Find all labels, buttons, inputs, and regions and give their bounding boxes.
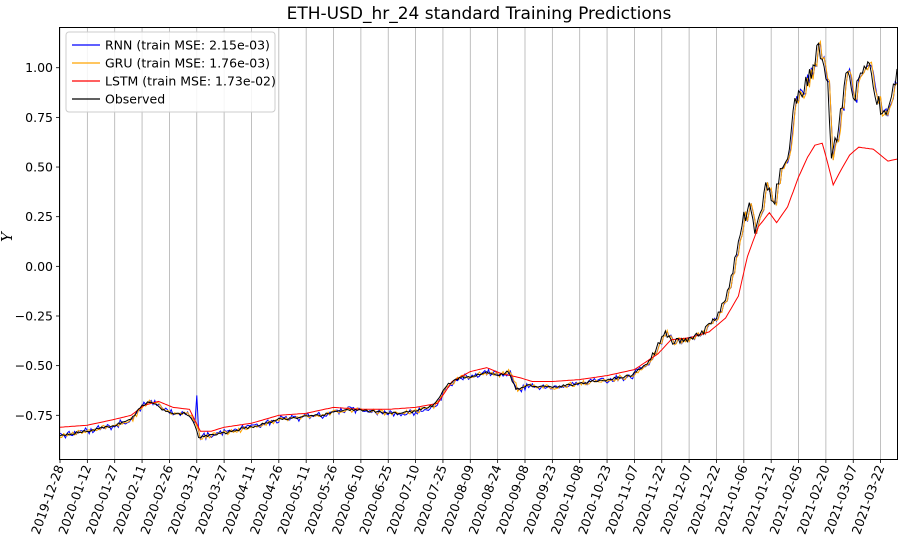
- legend-label: Observed: [105, 92, 165, 107]
- observed-line: [59, 42, 898, 439]
- y-tick-label: −0.50: [15, 358, 53, 373]
- y-tick-label: 0.50: [25, 160, 53, 175]
- plot-frame: [59, 27, 898, 460]
- x-axis: 2019-12-282020-01-122020-01-272020-02-11…: [28, 459, 887, 536]
- lstm-line: [59, 142, 898, 432]
- y-tick-label: 0.00: [25, 259, 53, 274]
- legend: RNN (train MSE: 2.15e-03) GRU (train MSE:…: [65, 31, 276, 113]
- y-tick-label: 0.75: [25, 110, 53, 125]
- legend-box: [65, 31, 276, 113]
- series-lines: [59, 39, 898, 441]
- legend-label: LSTM (train MSE: 1.73e-02): [105, 74, 276, 89]
- y-tick-label: −0.25: [15, 308, 53, 323]
- y-axis-label: Ŷ: [0, 230, 16, 242]
- y-axis: −0.75 −0.50 −0.25 0.00 0.25 0.50 0.75 1.00: [15, 60, 60, 423]
- legend-label: RNN (train MSE: 2.15e-03): [105, 38, 270, 53]
- legend-label: GRU (train MSE: 1.76e-03): [105, 56, 270, 71]
- y-tick-label: 0.25: [25, 209, 53, 224]
- chart-title: ETH-USD_hr_24 standard Training Predicti…: [287, 4, 672, 24]
- y-tick-label: −0.75: [15, 408, 53, 423]
- y-tick-label: 1.00: [25, 60, 53, 75]
